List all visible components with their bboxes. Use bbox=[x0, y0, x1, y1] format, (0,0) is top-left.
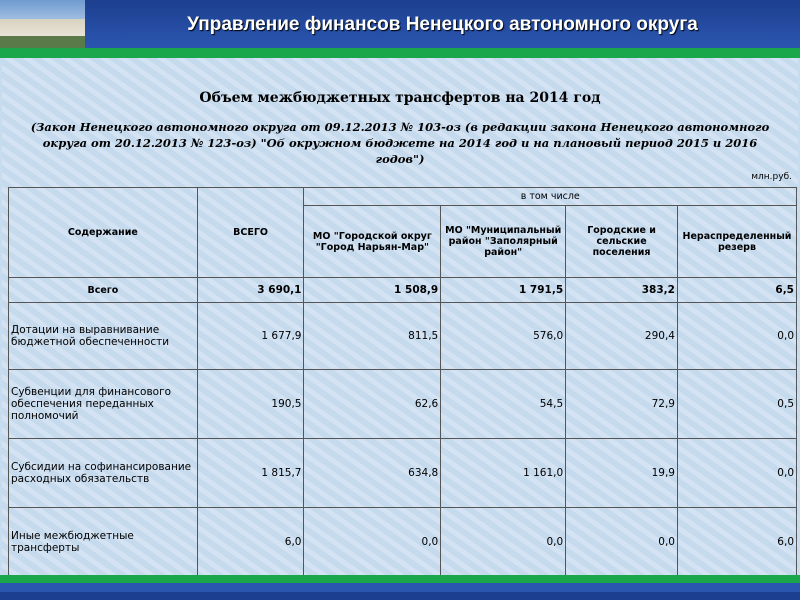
column-header: Нераспределенный резерв bbox=[676, 205, 798, 278]
column-header: Содержание bbox=[8, 187, 198, 278]
table-cell: Иные межбюджетные трансферты bbox=[8, 507, 198, 576]
table-cell: 190,5 bbox=[196, 369, 305, 439]
header-row: МО "Городской округ "Город Нарьян-Мар" МО… bbox=[9, 205, 798, 278]
doc-subtitle: (Закон Ненецкого автономного округа от 0… bbox=[30, 120, 770, 166]
table-cell: 62,6 bbox=[303, 369, 442, 439]
table-cell: 54,5 bbox=[440, 369, 567, 439]
table-cell: 0,0 bbox=[440, 507, 567, 576]
header-row: Содержание ВСЕГО в том числе bbox=[8, 187, 797, 278]
header-title: Управление финансов Ненецкого автономног… bbox=[187, 14, 698, 35]
table-cell: 19,9 bbox=[565, 438, 678, 508]
table-cell: Субсидии на софинансирование расходных о… bbox=[8, 438, 198, 508]
table-cell: 383,2 bbox=[565, 277, 678, 303]
unit: млн.руб. bbox=[751, 172, 792, 182]
table-cell: 6,0 bbox=[676, 507, 798, 576]
column-header: ВСЕГО bbox=[196, 187, 305, 278]
table-cell: 1 677,9 bbox=[196, 302, 305, 370]
table-cell: 6,5 bbox=[676, 277, 798, 303]
table-cell: 1 815,7 bbox=[196, 438, 305, 508]
table-row: Субсидии на софинансирование расходных о… bbox=[8, 438, 798, 508]
group-header: в том числе bbox=[303, 187, 797, 206]
footer-bar bbox=[0, 575, 800, 600]
table-cell: Дотации на выравнивание бюджетной обеспе… bbox=[8, 302, 198, 370]
header-image bbox=[0, 0, 85, 48]
table: Содержание ВСЕГО в том числе МО "Городской … bbox=[8, 187, 798, 576]
table-cell: 576,0 bbox=[440, 302, 567, 370]
stripe bbox=[0, 48, 800, 58]
table-row: Дотации на выравнивание бюджетной обеспе… bbox=[8, 302, 798, 370]
header-bar: Управление финансов Ненецкого автономног… bbox=[0, 0, 800, 48]
table-row: Иные межбюджетные трансферты 6,0 0,0 0,0 0,0… bbox=[8, 507, 798, 576]
column-header: МО "Городской округ "Город Нарьян-Мар" bbox=[303, 205, 442, 278]
column-header: Городские и сельские поселения bbox=[565, 205, 678, 278]
table-cell: 0,0 bbox=[676, 438, 798, 508]
table-cell: 0,0 bbox=[676, 302, 798, 370]
table-cell: 72,9 bbox=[565, 369, 678, 439]
table-cell: 1 791,5 bbox=[440, 277, 567, 303]
table-cell: 6,0 bbox=[196, 507, 305, 576]
table-cell: Всего bbox=[8, 277, 198, 303]
table-cell: 1 508,9 bbox=[303, 277, 442, 303]
table-cell: 290,4 bbox=[565, 302, 678, 370]
table-cell: 3 690,1 bbox=[196, 277, 305, 303]
doc-title: Объем межбюджетных трансфертов на 2014 г… bbox=[199, 90, 601, 106]
table-cell: 811,5 bbox=[303, 302, 442, 370]
table-row: Субвенции для финансового обеспечения пе… bbox=[8, 369, 798, 439]
table-cell: 0,0 bbox=[303, 507, 442, 576]
table-cell: 0,5 bbox=[676, 369, 798, 439]
table-cell: 0,0 bbox=[565, 507, 678, 576]
table-cell: Субвенции для финансового обеспечения пе… bbox=[8, 369, 198, 439]
column-header: МО "Муниципальный район "Заполярный райо… bbox=[440, 205, 567, 278]
table-row: Всего 3 690,1 1 508,9 1 791,5 383,2 6,5 bbox=[8, 277, 798, 303]
table-cell: 634,8 bbox=[303, 438, 442, 508]
table-cell: 1 161,0 bbox=[440, 438, 567, 508]
